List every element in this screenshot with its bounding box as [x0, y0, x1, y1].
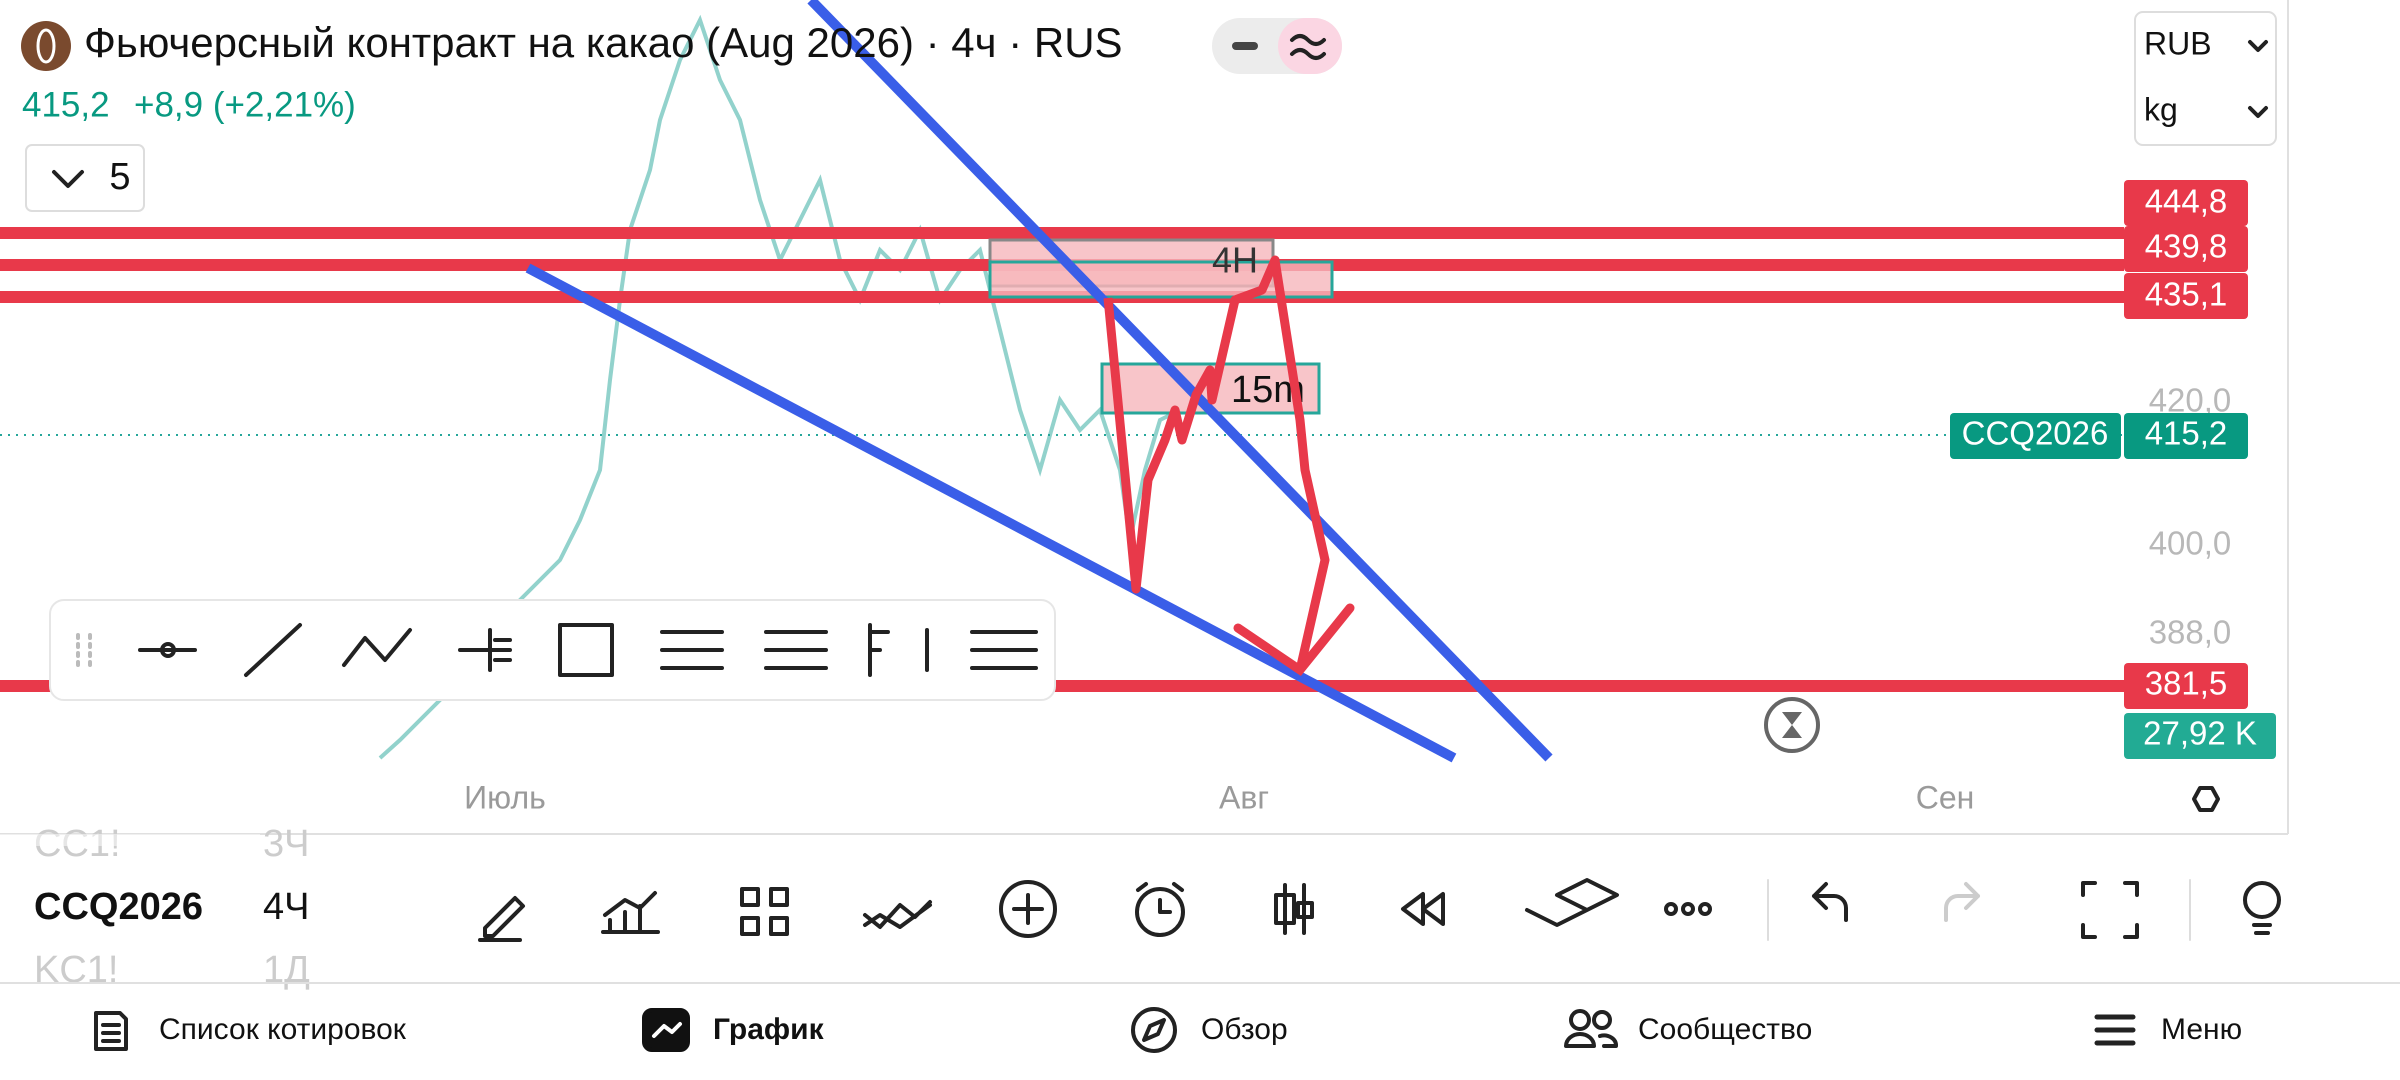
- volume-label-bg: [2124, 713, 2276, 759]
- fade: [0, 834, 260, 846]
- tool-add[interactable]: [999, 880, 1057, 938]
- tool-short[interactable]: [764, 630, 828, 670]
- tool-rectangle[interactable]: [558, 623, 614, 677]
- time-label: Авг: [1219, 779, 1269, 815]
- tool-replay[interactable]: [1401, 892, 1445, 926]
- price-label-bg: [2124, 663, 2248, 709]
- tool-more[interactable]: [1664, 902, 1678, 916]
- tool-chart-type[interactable]: [1274, 883, 1314, 935]
- time-label: Июль: [464, 779, 546, 815]
- tool-objects[interactable]: [1525, 878, 1619, 927]
- tool-long[interactable]: [660, 630, 724, 670]
- arrow-path[interactable]: [1103, 255, 1330, 671]
- symbol-name[interactable]: KC1!: [34, 949, 118, 991]
- symbol-interval: 3Ч: [263, 823, 309, 865]
- nav-icon: [1569, 1009, 1591, 1031]
- nav-item[interactable]: Список котировок: [159, 1013, 407, 1046]
- trend-line[interactable]: [807, 0, 1553, 762]
- tool-indicators[interactable]: [601, 891, 660, 934]
- nav-item[interactable]: График: [713, 1013, 825, 1046]
- tool-layouts[interactable]: [740, 887, 789, 936]
- tool-fullscreen[interactable]: [2081, 881, 2139, 939]
- price-tick: 420,0: [2149, 382, 2232, 419]
- price-label: 381,5: [2145, 665, 2228, 702]
- tool-draw[interactable]: [478, 896, 525, 942]
- selector-box: [2134, 11, 2277, 146]
- nav-icon: [2094, 1014, 2136, 1046]
- nav-icon-line: [652, 1022, 682, 1038]
- interval-button[interactable]: [25, 144, 145, 212]
- dot: [1698, 902, 1712, 916]
- nav-icon: [1592, 1010, 1612, 1030]
- interval-value: 5: [109, 156, 130, 198]
- trend-line[interactable]: [525, 263, 1457, 763]
- change: +8,9 (+2,21%): [134, 85, 356, 124]
- price: 415,2: [22, 85, 110, 124]
- chevron: [52, 170, 84, 188]
- toggle-icon: [1290, 34, 1326, 60]
- chevron: [2248, 40, 2268, 52]
- price-label-bg: [2124, 273, 2248, 319]
- tool-trend-line[interactable]: [244, 623, 302, 677]
- compass: [1142, 1018, 1166, 1042]
- nav-item[interactable]: Меню: [2161, 1013, 2242, 1046]
- bulb: [2252, 923, 2272, 935]
- symbol-label: CCQ2026: [1962, 415, 2109, 452]
- drawing-toolbar: [49, 599, 1056, 701]
- tool-compare[interactable]: [863, 900, 932, 929]
- tool-anchored[interactable]: [868, 623, 929, 677]
- unit[interactable]: kg: [2144, 91, 2178, 127]
- symbol-name[interactable]: CCQ2026: [34, 886, 203, 928]
- price-label: 444,8: [2145, 183, 2228, 220]
- nav-icon: [642, 1008, 690, 1052]
- tool-undo[interactable]: [1812, 882, 1848, 922]
- price-label-bg: [2124, 226, 2248, 272]
- title: Фьючерсный контракт на какао (Aug 2026) …: [84, 19, 1123, 66]
- arrow-head: [1233, 603, 1355, 677]
- dot: [1681, 902, 1695, 916]
- price-label-bg: [2124, 180, 2248, 226]
- plus: [1012, 893, 1044, 925]
- nav-item[interactable]: Сообщество: [1638, 1013, 1812, 1046]
- volume-label: 27,92 K: [2143, 715, 2257, 752]
- toggle-icon: [1232, 42, 1258, 50]
- tool-lines[interactable]: [970, 630, 1038, 670]
- symbol-label-bg: [1950, 413, 2121, 459]
- price-tick: 400,0: [2149, 525, 2232, 562]
- nav-icon: [94, 1011, 128, 1051]
- symbol-interval: 4Ч: [263, 886, 309, 928]
- price-label-bg: [2124, 413, 2248, 459]
- logo-glyph: [36, 28, 56, 64]
- hourglass: [1782, 712, 1802, 738]
- price-line: [378, 14, 1181, 760]
- time-label: Сен: [1916, 779, 1975, 815]
- price-label: 439,8: [2145, 228, 2228, 265]
- tool-horizontal-line[interactable]: [138, 642, 197, 658]
- price-label: 435,1: [2145, 276, 2228, 313]
- tool-ideas[interactable]: [2243, 881, 2281, 919]
- tool-path[interactable]: [342, 628, 412, 667]
- symbol-logo: [21, 21, 71, 71]
- nav-icon: [1131, 1007, 1177, 1053]
- price-tick: 388,0: [2149, 614, 2232, 651]
- alarm: [1136, 882, 1184, 914]
- tool-redo[interactable]: [1944, 882, 1980, 922]
- tool-alert[interactable]: [1135, 887, 1185, 937]
- toggle[interactable]: [1278, 18, 1342, 74]
- zone-label: 4H: [1212, 240, 1258, 281]
- drag-handle[interactable]: [76, 633, 92, 667]
- last-price: 415,2: [2145, 415, 2228, 452]
- nav-icon: [1564, 1032, 1618, 1048]
- replay-icon[interactable]: [1764, 697, 1820, 753]
- nav-item[interactable]: Обзор: [1201, 1013, 1288, 1046]
- chart-area: 4H 15m: [0, 0, 2289, 835]
- tool-fib[interactable]: [458, 628, 512, 672]
- symbol-interval: 1Д: [263, 949, 310, 991]
- settings-icon[interactable]: [2192, 786, 2220, 812]
- currency[interactable]: RUB: [2144, 25, 2212, 61]
- chevron: [2248, 106, 2268, 118]
